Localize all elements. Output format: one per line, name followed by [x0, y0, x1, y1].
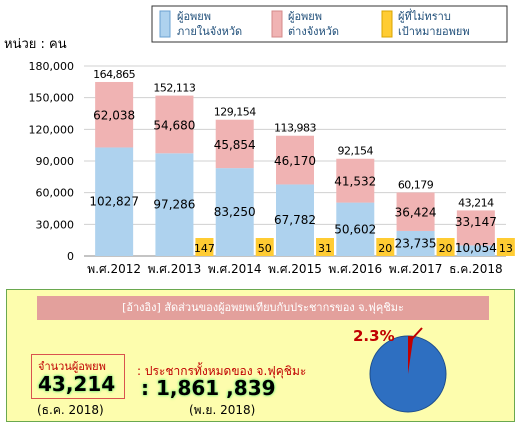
evacuee-value: 43,214 — [38, 372, 116, 396]
bar-external — [276, 135, 314, 185]
outer-value-label: 33,147 — [455, 215, 497, 229]
evacuee-label: จำนวนผู้อพยพ — [38, 360, 106, 373]
pie-slice-evacuees — [408, 336, 414, 374]
unknown-value-label: 20 — [439, 242, 453, 255]
bar-internal — [336, 202, 375, 256]
unknown-value-label: 31 — [318, 242, 332, 255]
unit-label: หน่วย : คน — [4, 37, 67, 52]
y-tick-label: 90,000 — [36, 155, 75, 168]
y-tick-label: 150,000 — [29, 92, 75, 105]
bar-external — [336, 158, 375, 203]
legend-label-unknown-1: ผู้ที่ไม่ทราบ — [398, 8, 451, 23]
total-label: 92,154 — [338, 145, 374, 158]
y-tick-label: 30,000 — [36, 218, 75, 231]
bar-unknown — [316, 238, 334, 256]
bar-internal — [276, 184, 314, 256]
bar-internal — [215, 168, 254, 256]
population-label: : ประชากรทั้งหมดของ จ.ฟุคุชิมะ — [137, 364, 307, 378]
summary-panel: [อ้างอิง] สัดส่วนของผู้อพยพเทียบกับประชา… — [6, 289, 515, 422]
legend-label-internal-2: ภายในจังหวัด — [177, 25, 242, 38]
legend-label-external-1: ผู้อพยพ — [288, 10, 322, 23]
x-tick-label: พ.ศ.2014 — [208, 262, 262, 276]
legend-label-unknown-2: เป้าหมายอพยพ — [398, 25, 470, 38]
bar-unknown — [496, 238, 515, 256]
population-value: : 1,861 ,839 — [141, 376, 276, 400]
total-label: 152,113 — [153, 82, 195, 95]
total-label: 43,214 — [458, 196, 494, 209]
bar-unknown — [436, 238, 455, 256]
total-label: 129,154 — [214, 106, 256, 119]
evacuee-bar-chart: หน่วย : คน ผู้อพยพ ภายในจังหวัด ผู้อพยพ … — [4, 5, 515, 276]
unknown-value-label: 50 — [258, 242, 272, 255]
inner-value-label: 97,286 — [153, 198, 195, 212]
outer-value-label: 36,424 — [395, 206, 437, 220]
x-tick-label: พ.ศ.2016 — [328, 262, 382, 276]
legend-swatch-internal — [159, 10, 171, 38]
bar-internal — [95, 147, 134, 256]
inner-value-label: 50,602 — [334, 222, 376, 236]
bar-unknown — [255, 238, 274, 256]
legend-swatch-unknown — [381, 10, 393, 38]
outer-value-label: 46,170 — [274, 154, 316, 168]
outer-value-label: 45,854 — [214, 138, 256, 152]
y-tick-label: 120,000 — [29, 123, 75, 136]
evacuee-date: (ธ.ค. 2018) — [37, 403, 104, 417]
outer-value-label: 62,038 — [93, 109, 135, 123]
bar-internal — [456, 245, 495, 256]
legend: ผู้อพยพ ภายในจังหวัด ผู้อพยพ ต่างจังหวัด… — [151, 5, 508, 43]
inner-value-label: 83,250 — [214, 205, 256, 219]
bar-external — [95, 81, 134, 148]
y-tick-label: 0 — [67, 250, 74, 263]
inner-value-label: 67,782 — [274, 213, 316, 227]
bar-internal — [396, 230, 435, 256]
evacuee-box: จำนวนผู้อพยพ 43,214 — [31, 354, 125, 399]
inner-value-label: 10,054 — [455, 241, 497, 255]
unknown-value-label: 20 — [378, 242, 392, 255]
proportion-pie — [369, 327, 447, 413]
x-tick-label: ธ.ค.2018 — [449, 262, 503, 276]
total-label: 164,865 — [93, 68, 135, 81]
legend-label-internal-1: ผู้อพยพ — [177, 10, 211, 23]
x-tick-label: พ.ศ.2012 — [87, 262, 141, 276]
legend-swatch-external — [271, 10, 283, 38]
legend-frame — [151, 5, 508, 43]
unknown-value-label: 13 — [499, 242, 513, 255]
percent-label: 2.3% — [353, 327, 395, 345]
bar-unknown — [376, 238, 395, 256]
outer-value-label: 54,680 — [153, 118, 195, 132]
bar-external — [456, 210, 495, 246]
bar-external — [155, 95, 194, 154]
bar-unknown — [195, 238, 214, 256]
inner-value-label: 102,827 — [89, 195, 139, 209]
bar-external — [396, 192, 435, 231]
pie-pointer — [410, 327, 423, 341]
population-date: (พ.ย. 2018) — [189, 403, 256, 417]
total-label: 113,983 — [274, 122, 316, 135]
bar-external — [215, 119, 254, 169]
x-tick-label: พ.ศ.2013 — [148, 262, 202, 276]
unknown-value-label: 147 — [194, 242, 215, 255]
legend-label-external-2: ต่างจังหวัด — [288, 25, 339, 38]
summary-banner: [อ้างอิง] สัดส่วนของผู้อพยพเทียบกับประชา… — [37, 296, 489, 320]
bar-internal — [155, 153, 194, 256]
total-label: 60,179 — [398, 178, 434, 191]
y-tick-label: 180,000 — [29, 60, 75, 73]
y-tick-label: 60,000 — [36, 187, 75, 200]
x-tick-label: พ.ศ.2017 — [389, 262, 443, 276]
x-tick-label: พ.ศ.2015 — [268, 262, 322, 276]
outer-value-label: 41,532 — [334, 175, 376, 189]
inner-value-label: 23,735 — [395, 236, 437, 250]
plot-area: 0 30,000 60,000 90,000 120,000 150,000 180,000… — [29, 60, 515, 276]
